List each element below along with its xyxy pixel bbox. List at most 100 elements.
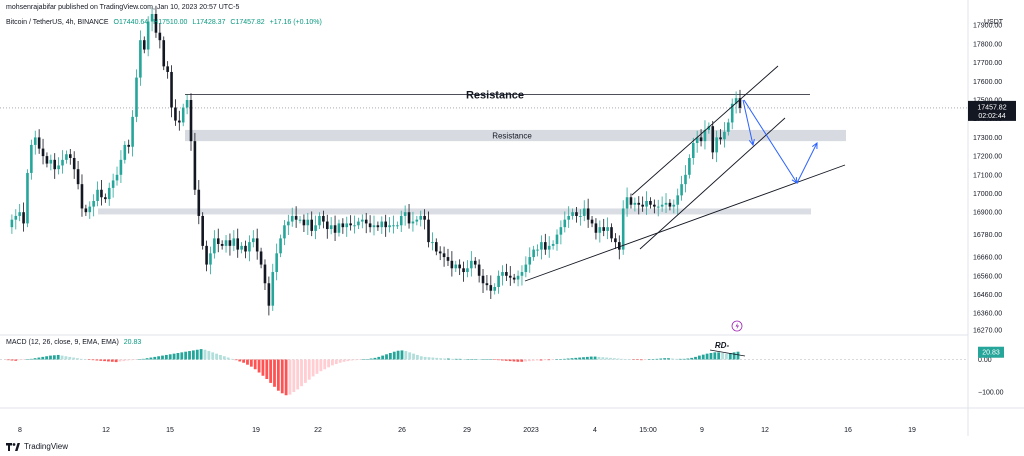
candle-body (104, 197, 107, 200)
candle-body (617, 242, 621, 250)
macd-bar (477, 359, 481, 360)
candle-body (532, 249, 535, 258)
macd-bar (331, 359, 334, 366)
candle-body (680, 184, 683, 196)
macd-bar (547, 359, 551, 361)
candle-body (100, 189, 103, 198)
candle-body (547, 245, 551, 250)
macd-bar (118, 359, 122, 362)
macd-bar (543, 359, 547, 361)
macd-params[interactable]: MACD (12, 26, close, 9, EMA, EMA) (6, 339, 119, 346)
candle-body (688, 157, 691, 175)
macd-bar (10, 359, 14, 361)
candle-body (345, 223, 349, 228)
candle-body (310, 219, 314, 231)
candle-body (135, 77, 138, 117)
macd-bar (45, 356, 49, 360)
macd-bar (624, 359, 628, 360)
candle-body (715, 137, 718, 153)
macd-bar (643, 359, 647, 360)
candle-body (656, 206, 660, 208)
candle-body (473, 260, 477, 265)
candle-body (388, 225, 391, 228)
currency-label: USDT (984, 19, 1004, 26)
macd-bar (423, 356, 427, 360)
footer-brand[interactable]: TradingView (24, 442, 69, 451)
macd-bar (226, 357, 230, 360)
macd-bar (508, 359, 512, 362)
macd-bar (191, 350, 195, 360)
time-tick-label: 12 (102, 427, 110, 434)
candle-body (154, 14, 158, 33)
macd-bar (99, 359, 103, 361)
macd-bar (338, 359, 342, 363)
macd-bar (64, 356, 68, 360)
time-tick-label: 22 (314, 427, 322, 434)
price-tick-label: 17200.00 (973, 154, 1002, 161)
macd-bar (697, 355, 701, 360)
macd-value-tag-text: 20.83 (982, 350, 1000, 357)
macd-bar (450, 358, 454, 360)
price-tick-label: 17700.00 (973, 60, 1002, 67)
macd-bar (462, 359, 466, 360)
candle-body (236, 238, 240, 250)
price-tick-label: 16460.00 (973, 292, 1002, 299)
macd-bar (141, 358, 145, 360)
candle-body (142, 40, 146, 50)
macd-bar (694, 356, 697, 360)
macd-bar (296, 359, 300, 390)
candle-body (470, 260, 473, 269)
macd-bar (678, 358, 682, 360)
candle-body (579, 215, 582, 217)
candle-body (396, 225, 399, 227)
candle-body (450, 260, 454, 269)
time-tick-label: 8 (18, 427, 22, 434)
macd-bar (493, 359, 497, 360)
candle-body (353, 225, 356, 227)
macd-bar (361, 359, 365, 360)
candle-body (586, 208, 590, 220)
candle-body (637, 202, 641, 205)
tradingview-logo-icon[interactable] (6, 442, 20, 451)
time-tick-label: 16 (844, 427, 852, 434)
macd-bar (667, 358, 670, 360)
macd-bar (647, 359, 651, 360)
macd-bar (446, 358, 450, 360)
macd-bar (280, 359, 284, 394)
candle-body (594, 223, 598, 233)
candle-body (181, 107, 185, 123)
candle-body (551, 243, 555, 246)
macd-bar (605, 357, 609, 360)
resistance-zone (185, 129, 846, 142)
close-value: C17457.82 (230, 19, 265, 26)
macd-bar (354, 359, 358, 361)
projection-arrow-down-1 (742, 99, 754, 146)
macd-tick-label: 0.00 (978, 357, 992, 364)
candle-body (220, 243, 224, 246)
candle-body (329, 225, 333, 230)
time-tick-label: 4 (593, 427, 597, 434)
symbol-name[interactable]: Bitcoin / TetherUS, 4h, BINANCE (6, 19, 109, 26)
macd-bar (22, 359, 25, 360)
macd-bar (29, 358, 33, 360)
candle-body (466, 268, 469, 273)
time-tick-label: 15:00 (639, 427, 657, 434)
macd-bar (578, 357, 582, 360)
time-tick-label: 15 (166, 427, 174, 434)
candle-body (458, 264, 461, 269)
time-tick-label: 29 (463, 427, 471, 434)
price-tick-label: 16360.00 (973, 311, 1002, 318)
candle-body (719, 137, 722, 140)
macd-bar (392, 351, 396, 360)
macd-bar (265, 359, 269, 379)
candle-body (333, 225, 337, 233)
macd-bar (346, 359, 350, 362)
macd-value-tag (978, 346, 1004, 358)
candle-body (403, 212, 407, 216)
macd-bar (427, 357, 431, 360)
symbol-bar: Bitcoin / TetherUS, 4h, BINANCE O17440.6… (6, 19, 325, 26)
macd-bar (18, 359, 21, 361)
candle-body (427, 219, 430, 243)
candle-body (446, 257, 450, 261)
resistance-line-label: Resistance (466, 89, 524, 101)
